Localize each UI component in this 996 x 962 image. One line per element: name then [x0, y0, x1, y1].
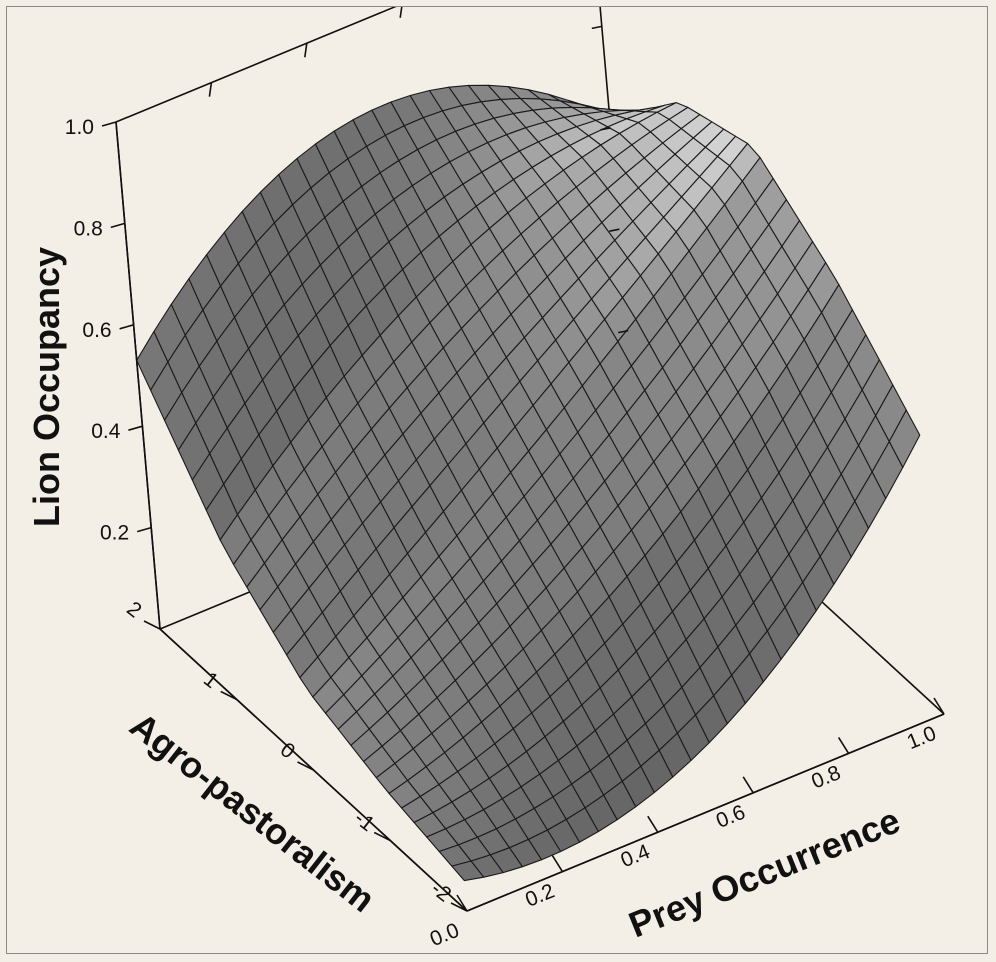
back-tick-mark [208, 82, 213, 97]
back-tick-mark [399, 7, 403, 18]
z-tick-label: 1.0 [65, 116, 94, 139]
z-tick-mark [128, 425, 143, 431]
y-tick-mark [297, 761, 314, 771]
z-tick-mark [136, 526, 152, 533]
x-tick-label: 0.0 [427, 919, 463, 951]
x-tick-mark [837, 736, 850, 754]
z-tick-mark [119, 324, 134, 330]
z-tick-label: 0.8 [74, 217, 103, 240]
box-edge [115, 7, 397, 123]
x-tick-label: 0.6 [713, 801, 749, 833]
z-tick-mark [101, 121, 117, 127]
y-tick-mark [450, 902, 468, 912]
x-tick-mark [647, 815, 659, 833]
axis-line [466, 713, 945, 912]
chart-frame: 0.2 0.4 0.6 0.8 1.0 -2 -1 0 1 2 0.0 0.2 0.4 0.6 0.8 1.0… [6, 6, 988, 954]
y-tick-label: -1 [350, 807, 379, 837]
back-tick-mark [304, 43, 308, 58]
y-tick-label: -2 [427, 877, 456, 907]
x-tick-label: 0.8 [808, 761, 844, 793]
x-tick-mark [551, 855, 564, 873]
x-tick-mark [456, 894, 468, 912]
back-tick-mark [618, 329, 629, 334]
surface-plot: 0.2 0.4 0.6 0.8 1.0 -2 -1 0 1 2 0.0 0.2 0.4 0.6 0.8 1.0… [26, 7, 945, 951]
y-tick-label: 1 [199, 668, 222, 693]
y-tick-label: 0 [276, 738, 299, 763]
y-tick-mark [220, 690, 238, 701]
back-tick-mark [591, 25, 602, 30]
z-tick-label: 0.4 [91, 420, 121, 443]
x-tick-label: 0.4 [618, 840, 654, 872]
y-tick-mark [373, 831, 391, 842]
x-tick-label: 1.0 [904, 722, 940, 754]
x-tick-mark [742, 776, 754, 794]
x-tick-label: 0.2 [522, 879, 558, 911]
z-tick-label: 0.2 [100, 522, 129, 545]
x-axis-title: Prey Occurrence [623, 799, 906, 945]
z-tick-label: 0.6 [82, 319, 111, 342]
y-tick-mark [143, 620, 161, 630]
y-tick-label: 2 [122, 597, 145, 622]
surface-mesh [136, 84, 921, 882]
back-tick-mark [609, 228, 620, 232]
z-tick-mark [110, 222, 126, 229]
x-tick-mark [933, 697, 945, 715]
surface-cell [888, 409, 921, 468]
z-axis-title: Lion Occupancy [26, 247, 67, 527]
back-tick-mark [600, 127, 611, 131]
axis-line [115, 121, 161, 630]
